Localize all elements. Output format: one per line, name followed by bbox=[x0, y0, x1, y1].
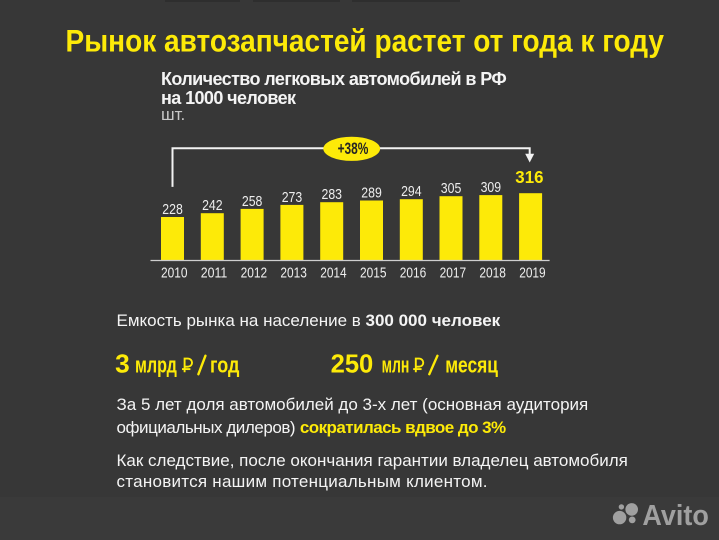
svg-text:283: 283 bbox=[322, 187, 343, 203]
svg-text:+38%: +38% bbox=[338, 140, 369, 158]
svg-text:289: 289 bbox=[361, 186, 382, 202]
svg-text:2015: 2015 bbox=[360, 265, 387, 282]
svg-text:Avito: Avito bbox=[642, 500, 709, 532]
svg-text:2010: 2010 bbox=[161, 265, 188, 282]
svg-text:316: 316 bbox=[515, 167, 543, 187]
svg-text:2016: 2016 bbox=[400, 265, 427, 282]
svg-text:год: год bbox=[210, 352, 239, 377]
svg-text:2012: 2012 bbox=[241, 265, 268, 282]
svg-text:258: 258 bbox=[242, 194, 263, 210]
svg-text:млн: млн bbox=[382, 352, 410, 377]
svg-text:3: 3 bbox=[115, 348, 130, 378]
svg-text:Рынок автозапчастей растет от: Рынок автозапчастей растет от года к год… bbox=[66, 22, 665, 58]
svg-text:2017: 2017 bbox=[440, 265, 467, 282]
svg-text:месяц: месяц bbox=[445, 352, 498, 377]
svg-text:млрд: млрд bbox=[135, 352, 177, 377]
svg-text:2011: 2011 bbox=[201, 265, 228, 282]
svg-text:242: 242 bbox=[202, 198, 223, 214]
svg-text:273: 273 bbox=[282, 190, 303, 206]
svg-text:228: 228 bbox=[162, 202, 183, 218]
svg-text:305: 305 bbox=[441, 181, 462, 197]
svg-text:294: 294 bbox=[401, 184, 422, 200]
svg-text:2013: 2013 bbox=[280, 265, 307, 282]
svg-text:2019: 2019 bbox=[519, 265, 546, 282]
svg-text:309: 309 bbox=[481, 180, 502, 196]
svg-text:2014: 2014 bbox=[320, 265, 347, 282]
svg-text:2018: 2018 bbox=[479, 265, 506, 282]
svg-text:250: 250 bbox=[331, 348, 374, 378]
